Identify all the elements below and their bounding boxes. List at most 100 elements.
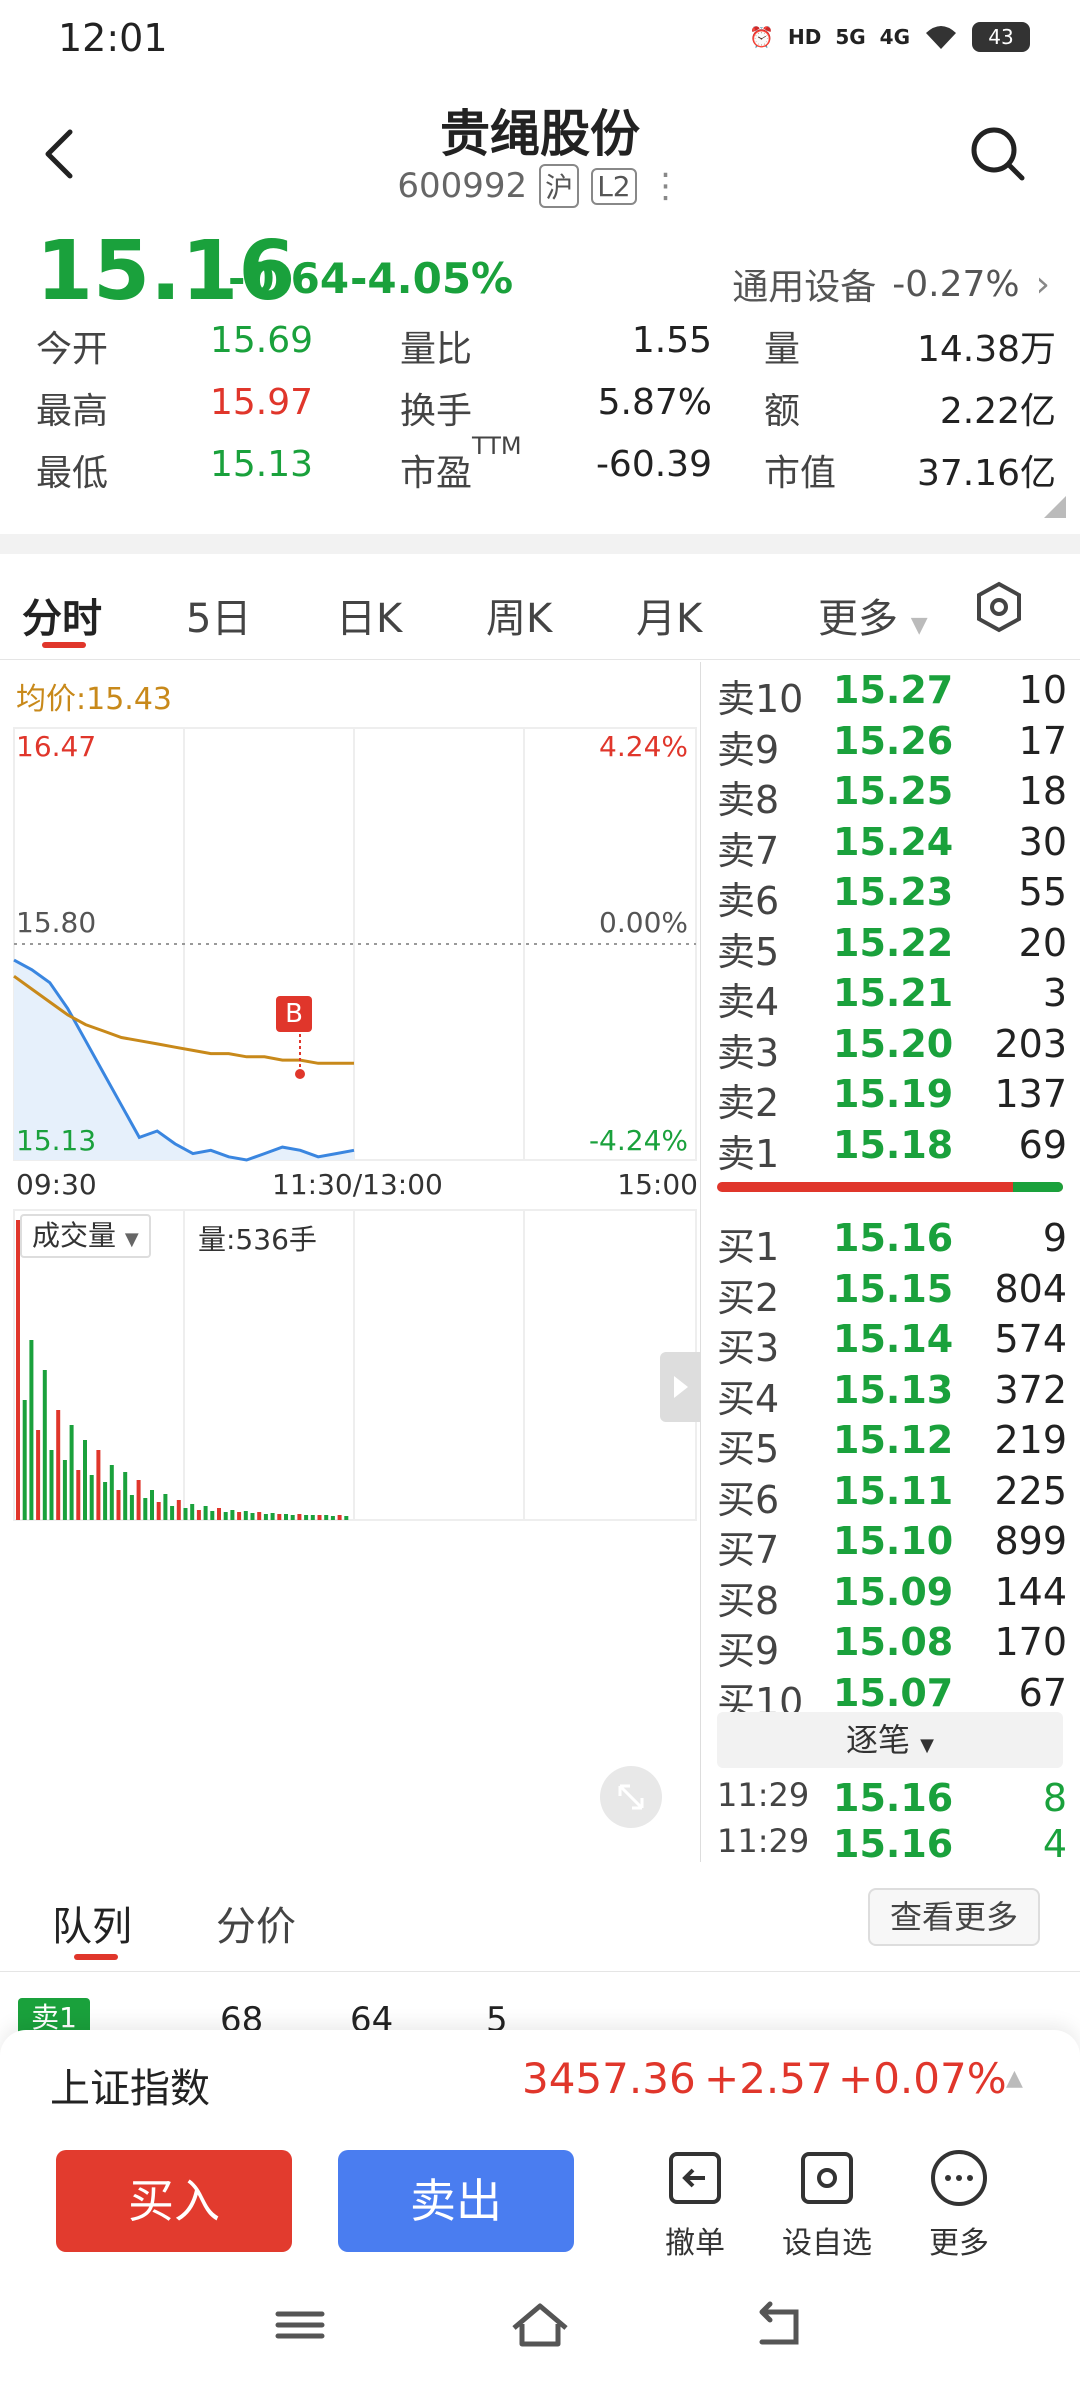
tab-weekly[interactable]: 周K <box>486 596 553 642</box>
volume-indicator-label: 成交量 <box>32 1219 117 1252</box>
tab-daily[interactable]: 日K <box>336 596 403 642</box>
more-actions-button[interactable]: 更多 <box>904 2148 1014 2262</box>
volume-bar <box>304 1515 309 1520</box>
bid-volume: 170 <box>994 1620 1067 1664</box>
volume-bar <box>223 1512 228 1520</box>
quote-panel: 15.16 -0.64 -4.05% 通用设备 -0.27% › 今开 15.6… <box>0 214 1080 518</box>
ask-volume: 20 <box>1018 920 1067 965</box>
ask-row[interactable]: 卖1 15.18 69 <box>717 1122 1067 1176</box>
ask-row[interactable]: 卖8 15.25 18 <box>717 769 1067 822</box>
add-watch-button[interactable]: 设自选 <box>772 2148 882 2262</box>
ask-row[interactable]: 卖4 15.21 3 <box>717 971 1067 1024</box>
ask-volume: 137 <box>994 1072 1067 1116</box>
buy-button[interactable]: 买入 <box>56 2150 292 2252</box>
tab-intraday[interactable]: 分时 <box>22 596 102 642</box>
settings-hex-icon[interactable] <box>972 580 1026 638</box>
volume-bar <box>116 1490 121 1520</box>
tab-price-dist[interactable]: 分价 <box>216 1904 296 1950</box>
ticks-toggle[interactable]: 逐笔 ▼ <box>717 1712 1063 1768</box>
bid-row[interactable]: 买8 15.09 144 <box>717 1569 1067 1623</box>
tab-underline <box>42 642 86 648</box>
cancel-order-label: 撤单 <box>665 2226 725 2261</box>
bid-volume: 372 <box>994 1367 1067 1412</box>
volume-bar <box>69 1425 74 1520</box>
sell-button[interactable]: 卖出 <box>338 2150 574 2252</box>
volume-bar <box>83 1440 87 1520</box>
y-bot-label: 15.13 <box>16 1124 97 1157</box>
sector-link[interactable]: 通用设备 -0.27% › <box>732 258 1050 310</box>
side-panel-toggle[interactable] <box>660 1352 700 1422</box>
bid-row[interactable]: 买1 15.16 9 <box>717 1216 1067 1269</box>
ask-row[interactable]: 卖7 15.24 30 <box>717 820 1067 873</box>
cancel-order-button[interactable]: 撤单 <box>640 2148 750 2262</box>
bid-row[interactable]: 买7 15.10 899 <box>717 1519 1067 1572</box>
view-more-button[interactable]: 查看更多 <box>868 1888 1040 1946</box>
menu-nav-icon[interactable] <box>260 2290 340 2360</box>
ask-price: 15.26 <box>833 718 954 763</box>
bid-price: 15.14 <box>833 1317 954 1361</box>
more-dots-icon[interactable]: ⋮ <box>648 166 683 206</box>
ask-volume: 17 <box>1018 718 1067 763</box>
ask-level-label: 卖6 <box>717 879 780 923</box>
bid-volume: 574 <box>994 1317 1067 1361</box>
mktcap-value: 37.16亿 <box>916 453 1056 494</box>
tab-queue[interactable]: 队列 <box>52 1904 132 1950</box>
vol-ratio-value: 1.55 <box>631 320 712 361</box>
bid-level-label: 买5 <box>717 1427 780 1471</box>
volume-value: 14.38万 <box>916 329 1056 370</box>
volume-indicator-dropdown[interactable]: 成交量 ▼ <box>20 1214 151 1258</box>
volume-bar <box>317 1515 322 1520</box>
ask-row[interactable]: 卖10 15.27 10 <box>717 668 1067 721</box>
fullscreen-icon[interactable] <box>600 1766 662 1828</box>
bid-price: 15.09 <box>833 1569 954 1614</box>
tab-5day[interactable]: 5日 <box>186 596 252 642</box>
intraday-chart[interactable]: 均价:15.43 16.47 4.24% 15.80 0.00% 15.13 -… <box>0 662 700 1862</box>
bid-row[interactable]: 买2 15.15 804 <box>717 1266 1067 1320</box>
tab-more[interactable]: 更多 ▼ <box>818 586 928 644</box>
pe-ttm-sup: TTM <box>472 432 522 460</box>
ask-price: 15.23 <box>833 870 954 914</box>
tick-volume: 8 <box>1042 1776 1067 1820</box>
tab-monthly[interactable]: 月K <box>636 596 703 642</box>
bid-volume: 804 <box>994 1266 1067 1311</box>
ask-price: 15.18 <box>833 1122 954 1167</box>
home-nav-icon[interactable] <box>500 2290 580 2360</box>
caret-up-icon[interactable]: ▲ <box>1006 2066 1023 2091</box>
tick-row: 11:29 15.16 4 <box>717 1822 1067 1872</box>
bid-volume: 67 <box>1018 1670 1067 1715</box>
bid-row[interactable]: 买9 15.08 170 <box>717 1620 1067 1673</box>
ask-row[interactable]: 卖5 15.22 20 <box>717 920 1067 974</box>
index-name[interactable]: 上证指数 <box>50 2066 210 2112</box>
bid-row[interactable]: 买5 15.12 219 <box>717 1418 1067 1471</box>
search-icon[interactable] <box>966 122 1030 186</box>
buy-marker[interactable]: B <box>276 996 312 1032</box>
ask-row[interactable]: 卖3 15.20 203 <box>717 1022 1067 1075</box>
volume-bar <box>250 1513 255 1520</box>
bid-row[interactable]: 买3 15.14 574 <box>717 1317 1067 1370</box>
high-value: 15.97 <box>210 382 314 423</box>
bid-volume: 144 <box>994 1569 1067 1614</box>
battery-icon: 43 <box>972 22 1030 52</box>
volume-bar <box>284 1514 288 1520</box>
volume-bar <box>196 1510 201 1520</box>
ask-row[interactable]: 卖2 15.19 137 <box>717 1072 1067 1125</box>
volume-bar <box>150 1490 154 1520</box>
volume-bar <box>190 1504 195 1520</box>
volume-bar <box>89 1475 94 1520</box>
bid-row[interactable]: 买10 15.07 67 <box>717 1670 1067 1724</box>
bid-row[interactable]: 买4 15.13 372 <box>717 1367 1067 1421</box>
back-icon[interactable] <box>40 124 80 184</box>
ask-row[interactable]: 卖6 15.23 55 <box>717 870 1067 923</box>
queue-tabs: 队列 分价 查看更多 <box>0 1862 1080 1972</box>
index-value: 3457.36 <box>522 2054 696 2103</box>
price-change: -0.64 <box>228 254 350 303</box>
bid-level-label: 买4 <box>717 1376 780 1421</box>
volume-bar <box>49 1450 54 1520</box>
bid-row[interactable]: 买6 15.11 225 <box>717 1469 1067 1522</box>
expand-corner-icon[interactable] <box>1044 496 1066 518</box>
volume-bar <box>176 1500 181 1520</box>
bid-price: 15.12 <box>833 1418 954 1462</box>
chart-canvas <box>13 727 697 1521</box>
ask-row[interactable]: 卖9 15.26 17 <box>717 718 1067 772</box>
back-nav-icon[interactable] <box>740 2290 820 2360</box>
